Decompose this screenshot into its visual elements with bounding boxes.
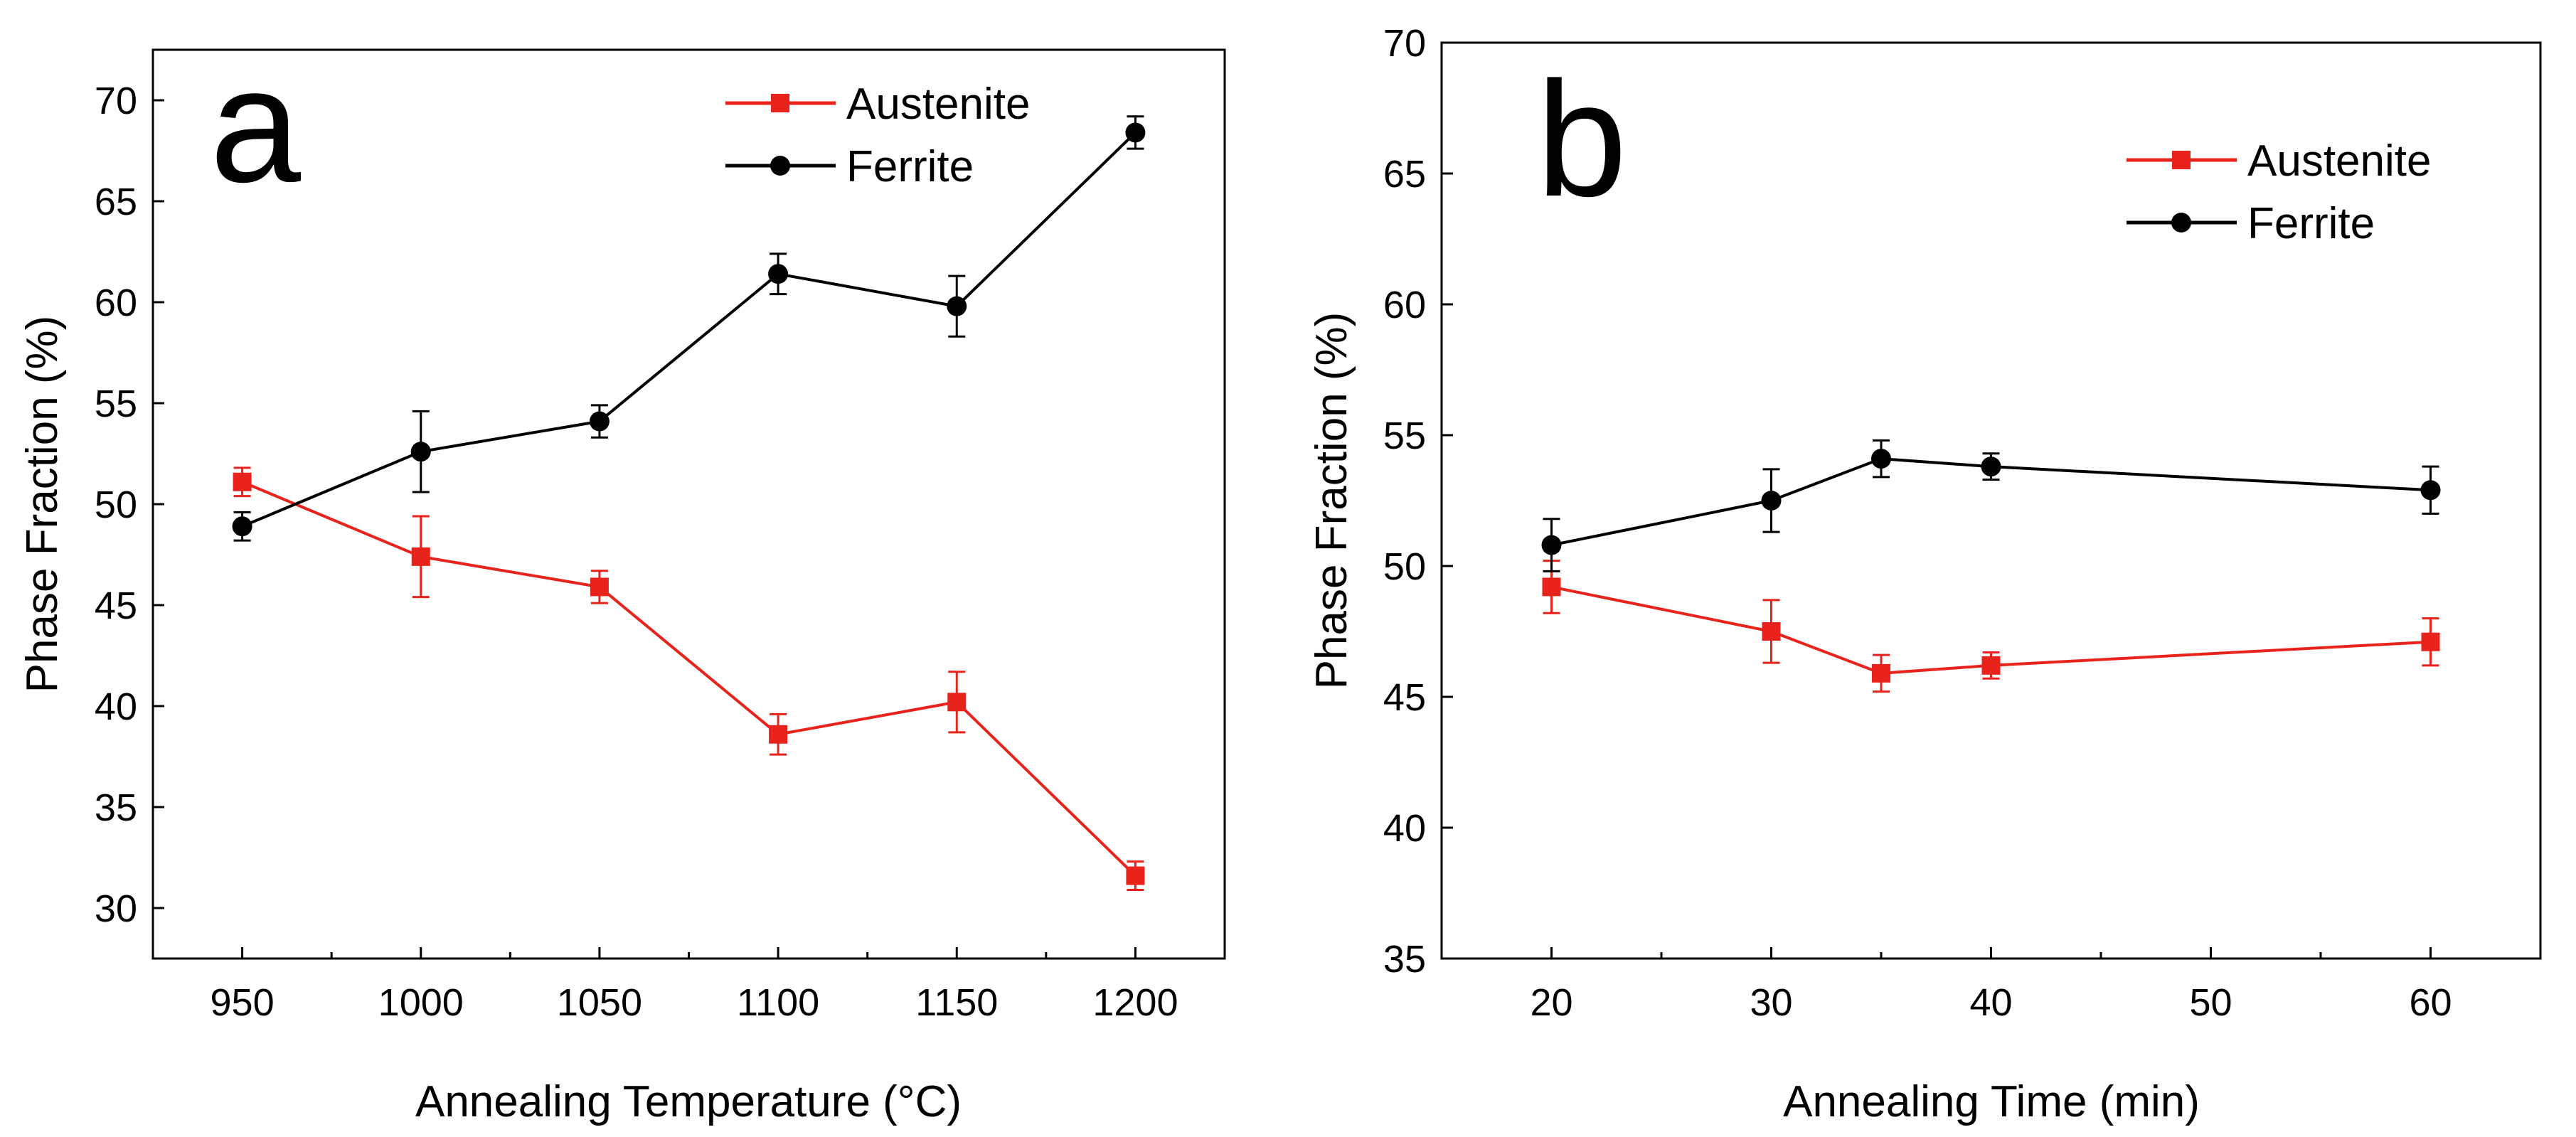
x-tick-label-a: 1050 xyxy=(557,981,642,1024)
x-tick-label-a: 1100 xyxy=(737,981,819,1024)
legend-label-austenite-a: Austenite xyxy=(846,80,1031,129)
legend-b: Austenite Ferrite xyxy=(2127,137,2432,248)
panel-b: 20 30 40 50 60 35 40 45 50 55 60 65 70 b Annealing T… xyxy=(1307,22,2542,1126)
y-tick-label-b: 35 xyxy=(1383,938,1426,981)
data-point-austenite-b xyxy=(2421,632,2440,651)
y-tick-label-a: 40 xyxy=(95,685,137,728)
data-point-ferrite-a xyxy=(1125,122,1146,143)
y-tick-label-a: 60 xyxy=(95,282,137,324)
data-point-austenite-b xyxy=(1872,663,1890,683)
ticks-a: 950 1000 1050 1100 1150 1200 30 35 40 45 50 55 60 65 7… xyxy=(95,80,1178,1024)
y-tick-label-b: 70 xyxy=(1383,22,1426,65)
data-point-austenite-a xyxy=(233,472,252,491)
data-point-ferrite-a xyxy=(410,442,431,462)
data-point-austenite-b xyxy=(1542,577,1561,597)
x-tick-label-b: 60 xyxy=(2409,981,2452,1024)
legend-label-ferrite-a: Ferrite xyxy=(846,142,974,191)
series-line-ferrite-a xyxy=(241,132,1137,528)
x-tick-label-a: 1150 xyxy=(915,981,998,1024)
y-tick-label-a: 45 xyxy=(95,584,137,627)
data-point-austenite-a xyxy=(947,693,967,712)
x-axis-label-a: Annealing Temperature (°C) xyxy=(415,1077,962,1126)
legend-marker-austenite-b xyxy=(2172,151,2191,169)
data-point-ferrite-a xyxy=(768,264,789,284)
legend-marker-ferrite-b xyxy=(2171,213,2191,233)
data-point-austenite-a xyxy=(590,577,609,597)
data-point-austenite-a xyxy=(1126,866,1145,885)
y-tick-label-a: 50 xyxy=(95,484,137,526)
x-tick-label-a: 950 xyxy=(211,981,275,1024)
y-tick-label-b: 55 xyxy=(1383,415,1426,457)
data-point-ferrite-b xyxy=(1761,491,1782,511)
data-point-ferrite-b xyxy=(1541,535,1562,555)
data-point-ferrite-a xyxy=(232,516,252,537)
data-point-ferrite-a xyxy=(947,296,967,316)
panel-a: 950 1000 1050 1100 1150 1200 30 35 40 45 50 55 60 65 7… xyxy=(18,33,1226,1126)
y-tick-label-b: 40 xyxy=(1383,807,1426,850)
x-tick-label-b: 30 xyxy=(1750,981,1792,1024)
y-axis-label-b: Phase Fraction (%) xyxy=(1307,312,1356,690)
y-tick-label-a: 30 xyxy=(95,887,137,930)
y-tick-label-a: 55 xyxy=(95,383,137,425)
y-tick-label-a: 65 xyxy=(95,181,137,223)
y-axis-label-a: Phase Fraction (%) xyxy=(18,316,67,693)
ticks-b: 20 30 40 50 60 35 40 45 50 55 60 65 70 xyxy=(1383,22,2452,1024)
y-tick-label-b: 45 xyxy=(1383,676,1426,719)
y-tick-label-b: 65 xyxy=(1383,153,1426,196)
x-tick-label-b: 40 xyxy=(1969,981,2012,1024)
x-tick-label-b: 50 xyxy=(2189,981,2232,1024)
y-tick-label-a: 70 xyxy=(95,80,137,122)
legend-marker-ferrite-a xyxy=(770,156,790,176)
legend-label-ferrite-b: Ferrite xyxy=(2247,199,2375,248)
y-tick-label-b: 60 xyxy=(1383,284,1426,326)
data-point-ferrite-b xyxy=(1981,457,2001,477)
data-point-austenite-a xyxy=(411,547,430,566)
y-tick-label-b: 50 xyxy=(1383,545,1426,588)
panel-label-b: b xyxy=(1536,48,1627,230)
legend-marker-austenite-a xyxy=(771,94,789,112)
marks-b xyxy=(1541,439,2441,693)
data-point-ferrite-b xyxy=(2420,480,2441,501)
panel-label-a: a xyxy=(210,33,301,216)
y-tick-label-a: 35 xyxy=(95,786,137,829)
marks-a xyxy=(232,115,1146,891)
series-line-austenite-a xyxy=(241,480,1137,877)
x-axis-label-b: Annealing Time (min) xyxy=(1783,1077,2200,1126)
legend-label-austenite-b: Austenite xyxy=(2247,137,2432,186)
data-point-austenite-a xyxy=(769,725,788,744)
x-tick-label-b: 20 xyxy=(1530,981,1572,1024)
legend-a: Austenite Ferrite xyxy=(725,80,1031,191)
data-point-ferrite-a xyxy=(589,411,610,432)
data-point-ferrite-b xyxy=(1871,449,1891,469)
data-point-austenite-b xyxy=(1762,622,1781,641)
data-point-austenite-b xyxy=(1981,656,2001,675)
x-tick-label-a: 1200 xyxy=(1092,981,1178,1024)
x-tick-label-a: 1000 xyxy=(378,981,464,1024)
